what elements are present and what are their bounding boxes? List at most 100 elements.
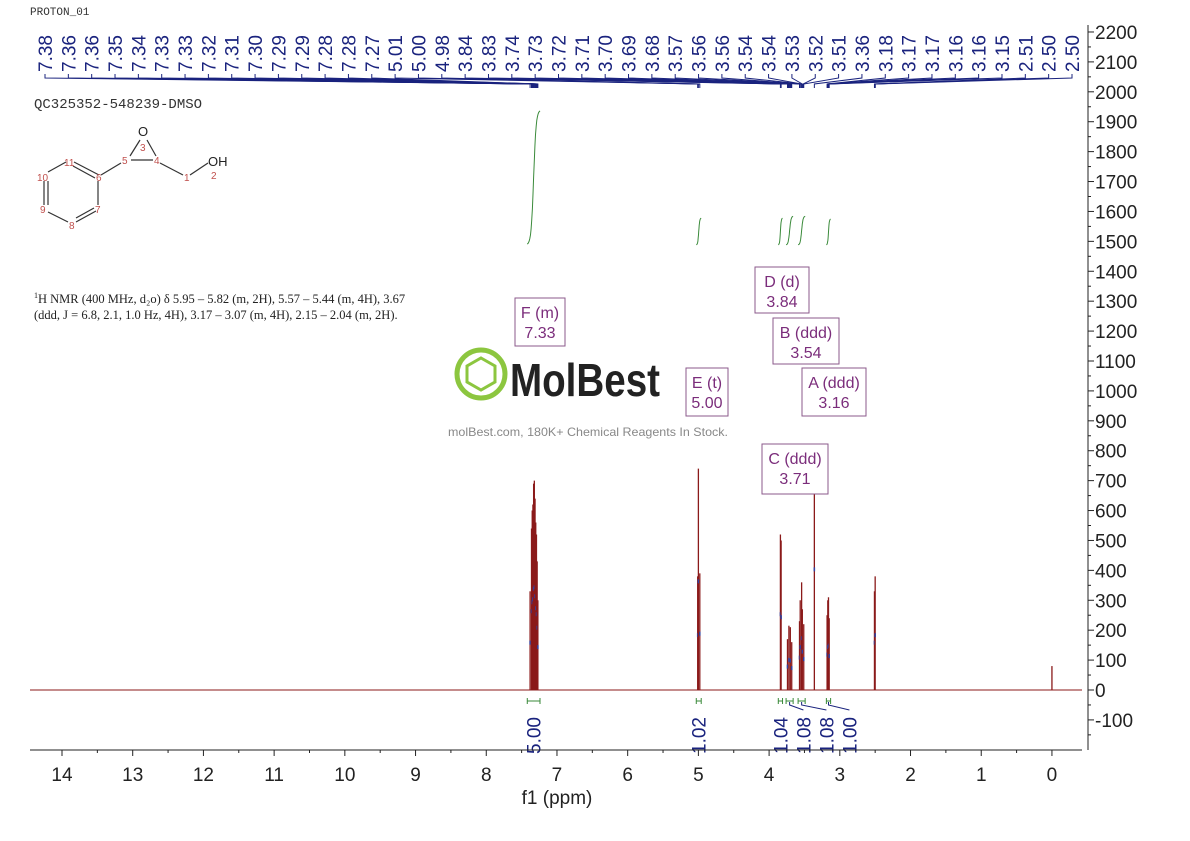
multiplet-id: F [521,305,535,322]
integral-curves: 5.00 1.02 1.04 1.08 1.08 1.00 [525,110,861,754]
experiment-name: PROTON_01 [30,7,90,19]
integral-curve [696,217,702,246]
y-tick-label: 800 [1095,442,1127,463]
peak-label-connector [651,74,793,88]
peak-label: 3.18 [876,35,897,72]
y-tick-label: 1100 [1095,352,1136,373]
axes: 14 13 12 11 10 9 8 7 6 5 4 3 2 1 0f1 (ppm)220021002000… [30,23,1137,809]
peak-label: 7.34 [129,35,150,72]
peak-label: 7.29 [269,35,290,72]
integral-value: 5.00 [525,717,546,754]
peak-label: 3.71 [573,35,594,72]
y-tick-label: 200 [1095,621,1127,642]
atom-label: 3 [140,143,146,154]
integral-bracket [825,698,832,704]
peak-label: 3.56 [713,35,734,72]
spectrum [30,444,1082,691]
multiplet-label: A (ddd) [808,375,860,392]
multiplet-label: F (m) [521,305,559,322]
y-tick-label: 1600 [1095,202,1137,223]
watermark-tagline: molBest.com, 180K+ Chemical Reagents In … [448,425,728,439]
peak-label: 7.32 [199,35,220,72]
y-tick-label: 1200 [1095,322,1137,343]
peak-label: 7.27 [363,35,384,72]
multiplet-box [754,266,810,314]
multiplet-shift: 3.84 [766,294,797,311]
y-tick-label: 1900 [1095,113,1137,134]
x-tick-label: 9 [410,765,421,786]
multiplet-id: D [764,274,780,291]
integral-label-connector [789,702,804,711]
hydroxyl-label: OH [208,154,228,169]
multiplet-box [772,317,840,365]
peak-label: 3.51 [830,35,851,72]
peak-label-connector [721,74,801,88]
peak-label: 7.30 [246,35,267,72]
x-tick-label: 14 [51,765,73,786]
integral-value: 1.04 [771,717,792,754]
y-tick-label: 900 [1095,412,1127,433]
peak-label: 2.51 [1016,35,1037,72]
x-tick-label: 5 [693,765,704,786]
x-tick-label: 1 [976,765,987,786]
x-tick-label: 10 [334,765,355,786]
y-tick-label: -100 [1095,711,1133,732]
peak-label: 7.29 [293,35,314,72]
peak-label: 4.98 [433,35,454,72]
y-tick-label: 1400 [1095,262,1137,283]
multiplet-box [685,367,729,417]
peak-label: 3.54 [736,35,757,72]
atom-label: 10 [37,173,49,184]
molecule-structure [43,139,209,223]
multiplet-shift: 5.00 [691,395,722,412]
atom-label: 5 [122,156,128,167]
peak-label: 3.68 [643,35,664,72]
multiplet-shift: 3.54 [790,345,821,362]
peak-label-connector [628,74,792,88]
peak-label-connector [674,74,801,88]
peak-label: 7.36 [83,35,104,72]
peak-label-connector [826,74,886,88]
integral-value: 1.08 [794,717,815,754]
x-tick-label: 13 [122,765,143,786]
atom-label: 4 [154,156,160,167]
x-tick-label: 3 [835,765,846,786]
peak-label: 3.15 [993,35,1014,72]
integral-bracket [777,698,784,704]
multiplet-label: D (d) [764,274,800,291]
x-tick-label: 7 [552,765,563,786]
x-tick-label: 6 [622,765,633,786]
y-tick-label: 1000 [1095,382,1137,403]
integral-curve [826,218,831,246]
integral-label-connector [801,702,827,711]
integral-bracket [785,698,794,704]
peak-label: 3.70 [596,35,617,72]
peak-label: 3.17 [900,35,921,72]
atom-label: 1 [184,173,190,184]
multiplet-box [514,297,566,347]
multiplet-type: (m) [535,305,559,322]
integral-curve [778,217,783,246]
multiplet-id: E [692,375,707,392]
x-tick-label: 2 [905,765,916,786]
multiplet-type: (ddd) [784,451,821,468]
integral-curve [526,110,541,245]
multiplet-type: (d) [780,274,800,291]
multiplet-shift: 3.71 [779,471,810,488]
peak-label-connector [803,74,840,88]
y-tick-label: 700 [1095,472,1127,493]
atom-label: 8 [69,221,75,232]
atom-label: 11 [64,158,75,169]
integral-value: 1.02 [690,717,711,754]
x-axis-label: f1 (ppm) [522,788,593,809]
peak-label: 3.16 [946,35,967,72]
x-tick-label: 4 [764,765,775,786]
peak-label: 3.83 [479,35,500,72]
peak-label: 3.56 [690,35,711,72]
peak-label: 7.28 [339,35,360,72]
peak-label: 3.72 [550,35,571,72]
molbest-watermark: MolBest molBest.com, 180K+ Chemical Reag… [448,347,728,439]
peak-label-connector [827,74,933,88]
peak-label: 7.36 [59,35,80,72]
y-tick-label: 1500 [1095,232,1137,253]
